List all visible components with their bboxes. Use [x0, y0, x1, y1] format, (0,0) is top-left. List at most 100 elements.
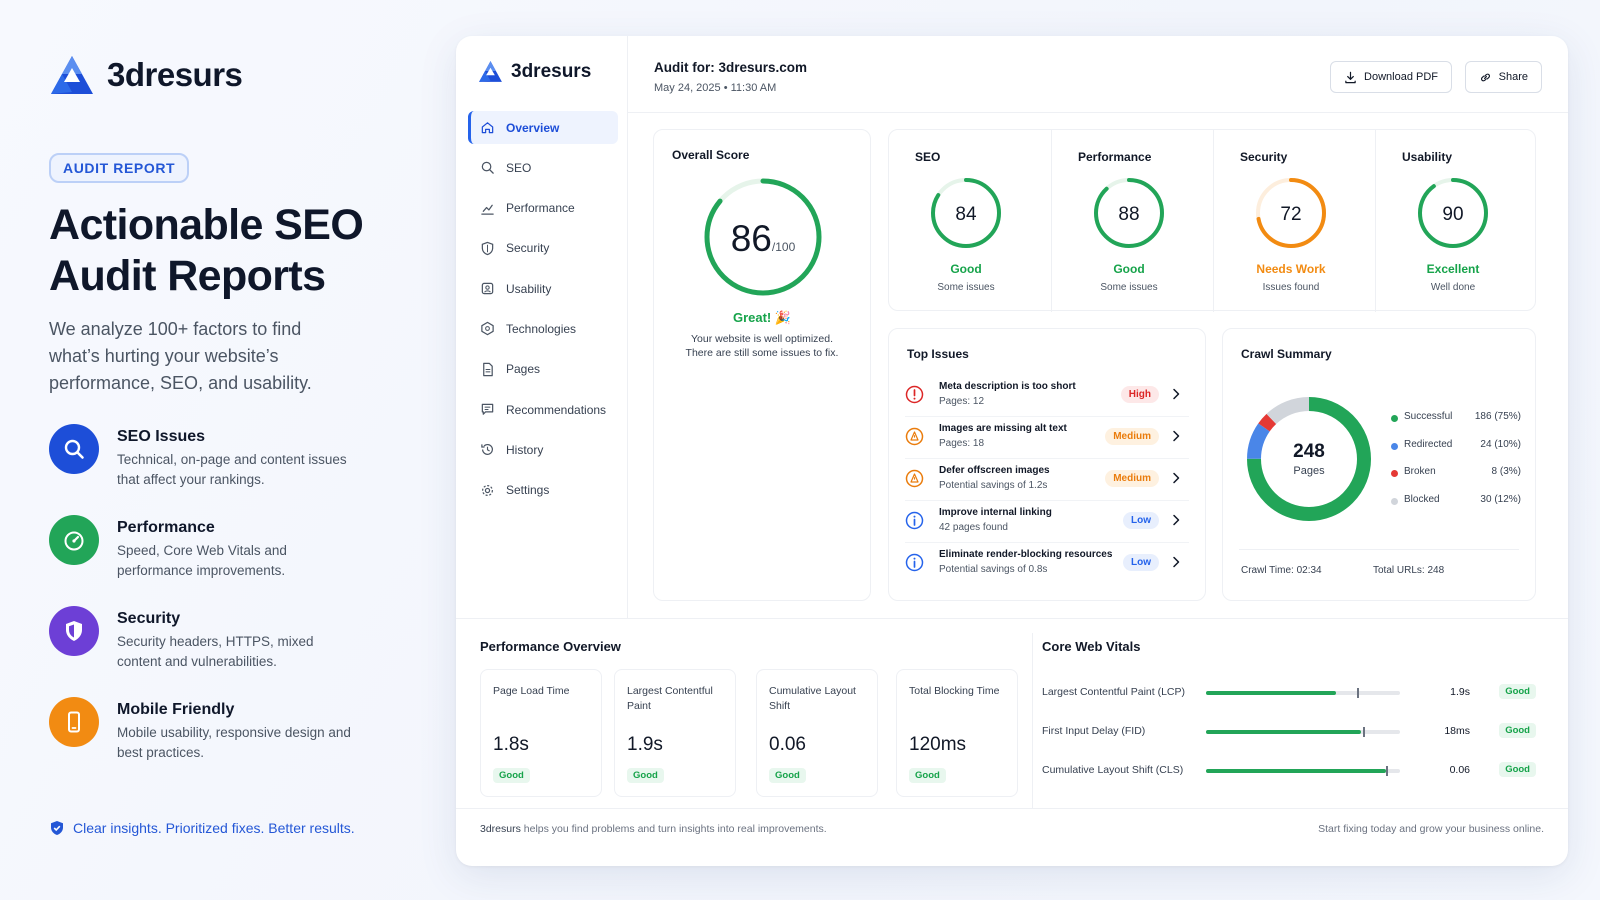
issue-row[interactable]: Defer offscreen images Potential savings … — [905, 461, 1189, 501]
sidebar-item-label: Technologies — [506, 321, 577, 336]
footer-left-message: helps you find problems and turn insight… — [520, 823, 827, 835]
chevron-right-icon[interactable] — [1171, 556, 1181, 568]
cwv-bar — [1206, 727, 1400, 737]
score-note: Some issues — [937, 282, 995, 293]
crawl-total-label: Pages — [1293, 465, 1325, 477]
issue-title: Improve internal linking — [939, 507, 1052, 518]
metric-value: 120ms — [909, 734, 967, 755]
error-icon — [905, 385, 924, 404]
status-badge: Good — [1499, 723, 1536, 738]
crawl-summary-card: Crawl Summary 248 Pages Successful 186 (7… — [1222, 328, 1536, 601]
issue-row[interactable]: Meta description is too short Pages: 12 Hi… — [905, 377, 1189, 417]
sidebar-item-recommendations[interactable]: Recommendations — [468, 393, 618, 426]
feature-description: Mobile usability, responsive design and … — [117, 725, 351, 760]
share-label: Share — [1498, 71, 1528, 83]
issue-row[interactable]: Images are missing alt text Pages: 18 Medi… — [905, 419, 1189, 459]
metric-label: Largest Contentful Paint — [627, 685, 713, 712]
sidebar-item-label: History — [506, 442, 544, 457]
metric-largest-contentful-paint: Largest Contentful Paint 1.9s Good — [614, 669, 736, 797]
shield-icon — [49, 606, 99, 656]
status-badge: Good — [909, 768, 946, 783]
issue-detail: Potential savings of 1.2s — [939, 480, 1048, 491]
score-note: Some issues — [1100, 282, 1158, 293]
sidebar-item-label: Overview — [506, 120, 560, 135]
sidebar-item-pages[interactable]: Pages — [468, 353, 618, 386]
chevron-right-icon[interactable] — [1171, 514, 1181, 526]
issue-title: Eliminate render-blocking resources — [939, 549, 1113, 560]
score-performance[interactable]: Performance 88 Good Some issues — [1051, 130, 1211, 312]
feature-description: Technical, on-page and content issues th… — [117, 452, 347, 487]
total-urls: Total URLs: 248 — [1373, 565, 1444, 576]
sidebar-item-security[interactable]: Security — [468, 232, 618, 265]
hero-title: Actionable SEO Audit Reports — [49, 200, 429, 302]
sidebar-item-label: Usability — [506, 281, 552, 296]
sidebar-item-technologies[interactable]: Technologies — [468, 312, 618, 345]
cwv-row-fid: First Input Delay (FID) 18ms Good — [1042, 722, 1542, 742]
history-icon — [481, 444, 493, 456]
issue-row[interactable]: Improve internal linking 42 pages found Lo… — [905, 503, 1189, 543]
score-seo[interactable]: SEO 84 Good Some issues — [889, 130, 1049, 312]
sidebar-brand-name: 3dresurs — [511, 60, 592, 82]
sidebar-item-overview[interactable]: Overview — [468, 111, 618, 144]
issue-title: Defer offscreen images — [939, 465, 1050, 476]
cwv-value: 1.9s — [1450, 686, 1470, 698]
sidebar-item-label: Recommendations — [506, 402, 607, 417]
gear-icon — [482, 484, 493, 496]
top-issues-card: Top Issues Meta description is too short… — [888, 328, 1206, 601]
overall-score-title: Overall Score — [672, 148, 750, 162]
info-icon — [905, 511, 924, 530]
status-badge: Good — [769, 768, 806, 783]
sidebar-item-label: Settings — [506, 483, 550, 498]
sidebar-item-seo[interactable]: SEO — [468, 151, 618, 184]
crawl-summary-title: Crawl Summary — [1241, 347, 1332, 361]
sidebar-brand[interactable]: 3dresurs — [478, 60, 591, 83]
severity-badge: Medium — [1105, 470, 1159, 487]
issue-detail: Pages: 18 — [939, 438, 985, 449]
legend-value: 186 (75%) — [1474, 411, 1521, 422]
sidebar-item-performance[interactable]: Performance — [468, 192, 618, 225]
severity-badge: Low — [1123, 554, 1159, 571]
metric-total-blocking-time: Total Blocking Time 120ms Good — [896, 669, 1018, 797]
crawl-time: Crawl Time: 02:34 — [1241, 565, 1322, 576]
cwv-bar — [1206, 766, 1400, 776]
sidebar-item-history[interactable]: History — [468, 433, 618, 466]
score-security[interactable]: Security 72 Needs Work Issues found — [1213, 130, 1373, 312]
legend-label: Blocked — [1404, 493, 1440, 505]
metric-page-load-time: Page Load Time 1.8s Good — [480, 669, 602, 797]
chevron-right-icon[interactable] — [1171, 430, 1181, 442]
usability-icon — [481, 282, 494, 295]
hero-title-line-1: Actionable SEO — [49, 201, 364, 249]
core-web-vitals-title: Core Web Vitals — [1042, 639, 1141, 654]
technologies-icon — [481, 322, 494, 336]
sidebar-item-usability[interactable]: Usability — [468, 272, 618, 305]
audit-report-badge: AUDIT REPORT — [49, 153, 190, 183]
legend-item-broken: Broken 8 (3%) — [1391, 466, 1521, 482]
chevron-right-icon[interactable] — [1171, 472, 1181, 484]
sidebar-item-label: Pages — [506, 362, 541, 377]
feature-performance: Performance Speed, Core Web Vitals and p… — [49, 515, 389, 581]
score-title: Usability — [1402, 150, 1453, 164]
score-ring: 90 — [1418, 178, 1488, 248]
chart-icon — [481, 204, 494, 215]
legend-label: Redirected — [1404, 438, 1453, 450]
sidebar-item-settings[interactable]: Settings — [468, 474, 618, 507]
shield-icon — [481, 241, 494, 256]
score-usability[interactable]: Usability 90 Excellent Well done — [1375, 130, 1535, 312]
overall-message: Your website is well optimized. There ar… — [672, 332, 852, 360]
download-pdf-button[interactable]: Download PDF — [1330, 61, 1452, 93]
issue-row[interactable]: Eliminate render-blocking resources Poten… — [905, 545, 1189, 585]
brand-name: 3dresurs — [107, 56, 243, 93]
cwv-row-lcp: Largest Contentful Paint (LCP) 1.9s Good — [1042, 683, 1542, 703]
legend-value: 24 (10%) — [1480, 438, 1521, 450]
cwv-row-cls: Cumulative Layout Shift (CLS) 0.06 Good — [1042, 761, 1542, 781]
overall-score-number: 86 — [730, 218, 772, 259]
hero-subtitle: We analyze 100+ factors to find what’s h… — [49, 319, 312, 393]
report-header: Audit for: 3dresurs.com May 24, 2025 • 1… — [628, 36, 1568, 113]
chevron-right-icon[interactable] — [1171, 388, 1181, 400]
feature-title: Security — [117, 610, 181, 627]
brand-logo-icon — [51, 56, 93, 94]
feature-security: Security Security headers, HTTPS, mixed … — [49, 606, 389, 672]
severity-badge: High — [1120, 386, 1159, 403]
share-button[interactable]: Share — [1464, 61, 1542, 93]
metric-label: Page Load Time — [493, 685, 570, 697]
